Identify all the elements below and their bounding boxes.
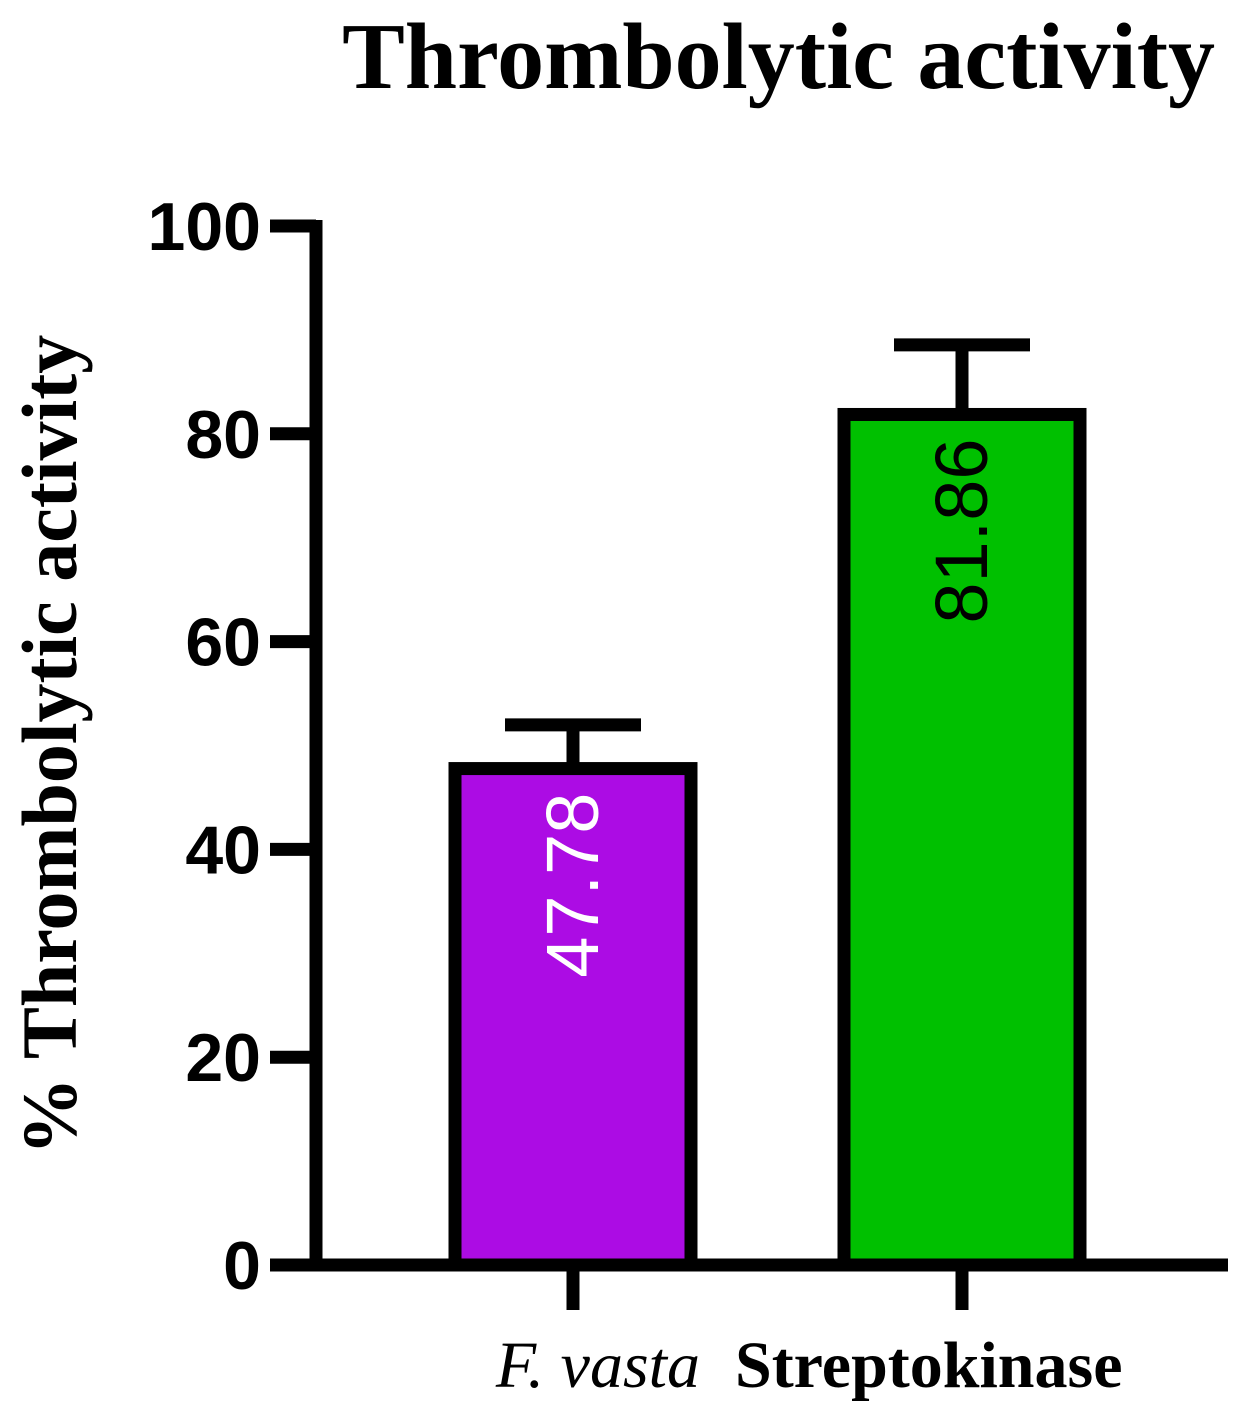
x-category-label: F. vasta (495, 1329, 700, 1402)
bar (448, 762, 698, 1272)
y-tick-label: 100 (148, 189, 261, 265)
bar-data-label: 81.86 (920, 438, 1003, 623)
plot-area: 47.78 81.86 0 20 40 60 80 100 F. vasta Streptokin… (148, 189, 1228, 1402)
y-tick-label: 40 (185, 812, 261, 888)
y-tick-label: 80 (185, 397, 261, 473)
y-tick-label: 60 (185, 605, 261, 681)
y-tick-label: 20 (185, 1020, 261, 1096)
chart-title: Thrombolytic activity (342, 5, 1215, 109)
y-tick-label: 0 (223, 1228, 261, 1304)
x-category-label: Streptokinase (735, 1329, 1123, 1402)
bar-data-label: 47.78 (531, 793, 614, 978)
y-axis-label: % Thrombolytic activity (6, 335, 93, 1155)
